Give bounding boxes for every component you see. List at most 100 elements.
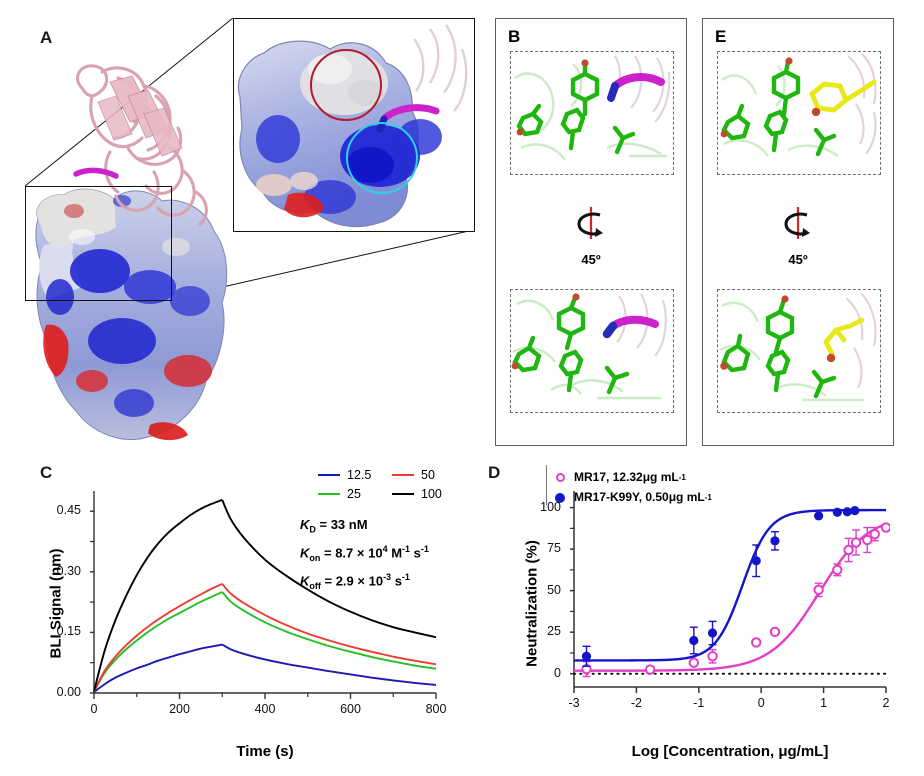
tyrosine-sidechain-e-top (809, 79, 877, 113)
data-point (770, 536, 780, 546)
tick-label: 0.45 (56, 503, 81, 518)
panel-b-label: B (508, 27, 521, 46)
chart-d-axes (570, 491, 887, 693)
panel-d-xlabel: Log [Concentration, μg/mL] (631, 743, 829, 760)
rotation-indicator-b: 45º (496, 205, 686, 279)
rotation-indicator-e: 45º (703, 205, 893, 279)
data-point (814, 511, 824, 521)
tick-label: 0.00 (56, 685, 81, 699)
legend-swatch-100 (392, 492, 414, 496)
tick-label: 600 (340, 702, 361, 716)
tick-label: 25 (547, 624, 561, 639)
bli-sensorgram-chart (90, 491, 437, 699)
data-point (689, 635, 699, 646)
panel-c-ylabel: BLI Signal (nm) (47, 548, 65, 659)
data-point (707, 628, 718, 638)
panel-b-view-top (510, 51, 674, 175)
legend-swatch-25 (318, 492, 340, 496)
koff-line: Koff = 2.9 × 10-3 s-1 (300, 571, 410, 591)
kd-line: KD = 33 nM (300, 517, 368, 535)
data-point (862, 534, 873, 546)
legend-item-mr17-k99y: MR17-K99Y, 0.50 μg mL -1 (552, 489, 712, 506)
panel-a-selection-box (25, 186, 172, 301)
legend-item-25: 25 (318, 487, 392, 501)
series-mr17 (574, 522, 890, 678)
antibody-ribbon (73, 64, 208, 226)
panel-b: B (495, 18, 687, 446)
panel-a: A (0, 0, 480, 460)
series-mr17-k99y (574, 506, 886, 667)
legend-label-mr17-k99y: MR17-K99Y, 0.50 (574, 490, 669, 504)
panel-a-label: A (40, 28, 53, 47)
tick-label: -1 (693, 696, 705, 710)
data-point (813, 584, 824, 596)
legend-marker-open-circle (552, 473, 568, 482)
epitope-loop (73, 167, 119, 179)
legend-units-exp-k99y: -1 (704, 493, 712, 502)
tick-label: 0.15 (56, 624, 81, 639)
kinetics-annotation: KD = 33 nM Kon = 8.7 × 104 M-1 s-1 Koff … (300, 515, 429, 595)
panel-d-legend: MR17, 12.32 μg mL -1 MR17-K99Y, 0.50 μg m… (552, 469, 712, 509)
data-point (869, 528, 880, 540)
residue-sticks-b-top (511, 52, 673, 174)
data-point (842, 507, 852, 517)
data-point (832, 507, 842, 517)
panel-c-legend: 12.5 50 25 100 (318, 468, 468, 506)
data-point (751, 556, 761, 566)
tick-label: 800 (425, 702, 447, 716)
panel-a-inset (233, 18, 475, 232)
series-100 (93, 499, 437, 692)
legend-label-100: 100 (421, 487, 442, 501)
series-50 (93, 583, 437, 693)
chart-c-axes (90, 491, 437, 699)
tick-label: 2 (882, 696, 890, 710)
tick-label: 200 (169, 702, 190, 716)
data-point (581, 651, 592, 661)
panel-c-xlabel: Time (s) (236, 743, 294, 760)
legend-units-mr17: μg mL (642, 470, 679, 484)
tick-label: 100 (540, 499, 561, 514)
legend-units-exp-mr17: -1 (678, 473, 686, 482)
legend-swatch-50 (392, 473, 414, 477)
legend-divider (546, 465, 547, 505)
tick-label: 0 (90, 702, 98, 716)
data-point (832, 564, 843, 576)
panel-b-view-bottom (510, 289, 674, 413)
data-point (769, 626, 781, 638)
series-25 (93, 591, 437, 693)
tick-label: 0 (554, 665, 561, 680)
data-point (850, 506, 860, 516)
antigen-surface-render (35, 188, 228, 441)
rotate-45-icon (784, 207, 810, 239)
tick-label: -3 (568, 696, 580, 710)
residue-sticks-e-bottom (718, 290, 880, 412)
legend-item-mr17: MR17, 12.32 μg mL -1 (552, 469, 712, 486)
kon-line: Kon = 8.7 × 104 M-1 s-1 (300, 543, 429, 563)
panel-d-ylabel: Neutralization (%) (523, 540, 541, 667)
data-point (644, 664, 656, 675)
data-point (880, 522, 890, 533)
legend-label-mr17: MR17, 12.32 (574, 470, 643, 484)
legend-item-50: 50 (392, 468, 466, 482)
tick-label: -2 (630, 696, 642, 710)
legend-swatch-12_5 (318, 473, 340, 477)
panel-c: C 12.5 50 25 100 (0, 455, 470, 776)
residue-sticks-b-bottom (511, 290, 673, 412)
tick-label: 1 (820, 696, 828, 710)
panel-e: E (702, 18, 894, 446)
inset-epitope-loop (382, 104, 440, 121)
residue-sticks-e-top (718, 52, 880, 174)
legend-item-12_5: 12.5 (318, 468, 392, 482)
data-point (688, 657, 700, 668)
tick-label: 0.30 (56, 563, 81, 578)
legend-label-50: 50 (421, 468, 435, 482)
tick-label: 75 (547, 541, 561, 556)
charged-pocket-circle (346, 122, 418, 194)
data-point (843, 544, 854, 556)
neutralization-dose-response-chart (570, 491, 890, 693)
data-point (707, 651, 718, 662)
tick-label: 50 (547, 582, 561, 597)
rotation-angle-b: 45º (581, 252, 601, 267)
panel-e-label: E (715, 27, 727, 46)
